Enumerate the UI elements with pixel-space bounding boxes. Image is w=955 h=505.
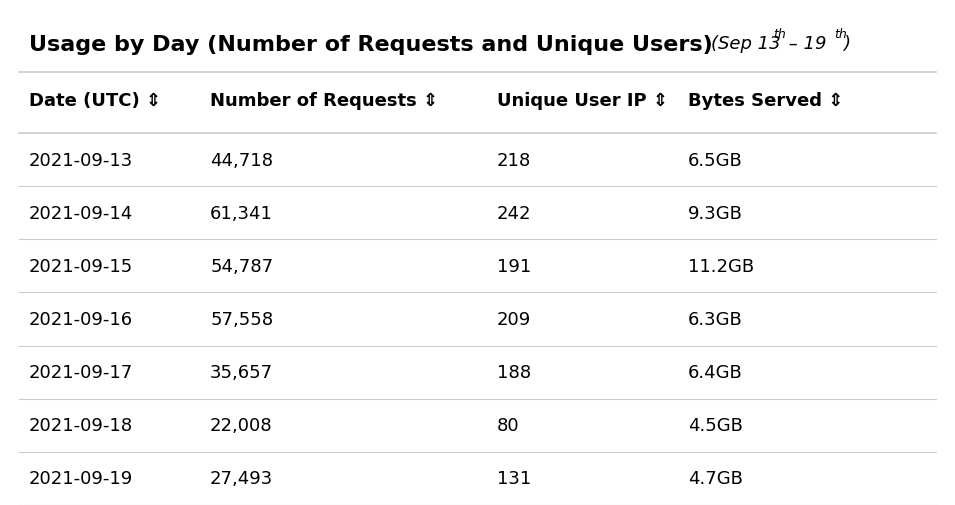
Text: (Sep 13: (Sep 13 xyxy=(711,35,781,54)
Text: – 19: – 19 xyxy=(783,35,827,54)
Text: 209: 209 xyxy=(497,311,531,328)
Text: 2021-09-15: 2021-09-15 xyxy=(29,258,133,275)
Text: 44,718: 44,718 xyxy=(210,152,273,169)
Text: Bytes Served ⇕: Bytes Served ⇕ xyxy=(688,92,843,110)
Text: 35,657: 35,657 xyxy=(210,364,273,381)
Text: 61,341: 61,341 xyxy=(210,205,273,222)
Text: 54,787: 54,787 xyxy=(210,258,273,275)
Text: 4.7GB: 4.7GB xyxy=(688,470,742,487)
Text: 6.3GB: 6.3GB xyxy=(688,311,742,328)
Text: 57,558: 57,558 xyxy=(210,311,273,328)
Text: Unique User IP ⇕: Unique User IP ⇕ xyxy=(497,92,668,110)
Text: 80: 80 xyxy=(497,417,520,434)
Text: 6.5GB: 6.5GB xyxy=(688,152,742,169)
Text: 22,008: 22,008 xyxy=(210,417,273,434)
Text: 188: 188 xyxy=(497,364,531,381)
Text: Date (UTC) ⇕: Date (UTC) ⇕ xyxy=(29,92,160,110)
Text: 2021-09-13: 2021-09-13 xyxy=(29,152,133,169)
Text: Usage by Day (Number of Requests and Unique Users): Usage by Day (Number of Requests and Uni… xyxy=(29,35,712,56)
Text: ): ) xyxy=(843,35,850,54)
Text: 4.5GB: 4.5GB xyxy=(688,417,742,434)
Text: 11.2GB: 11.2GB xyxy=(688,258,753,275)
Text: 2021-09-14: 2021-09-14 xyxy=(29,205,133,222)
Text: 27,493: 27,493 xyxy=(210,470,273,487)
Text: 6.4GB: 6.4GB xyxy=(688,364,742,381)
Text: th: th xyxy=(774,28,786,41)
Text: 131: 131 xyxy=(497,470,531,487)
Text: 2021-09-18: 2021-09-18 xyxy=(29,417,133,434)
Text: 9.3GB: 9.3GB xyxy=(688,205,742,222)
Text: 2021-09-19: 2021-09-19 xyxy=(29,470,133,487)
Text: 218: 218 xyxy=(497,152,531,169)
Text: 2021-09-17: 2021-09-17 xyxy=(29,364,133,381)
Text: 191: 191 xyxy=(497,258,531,275)
Text: Number of Requests ⇕: Number of Requests ⇕ xyxy=(210,92,438,110)
Text: 2021-09-16: 2021-09-16 xyxy=(29,311,133,328)
Text: 242: 242 xyxy=(497,205,531,222)
Text: th: th xyxy=(834,28,846,41)
